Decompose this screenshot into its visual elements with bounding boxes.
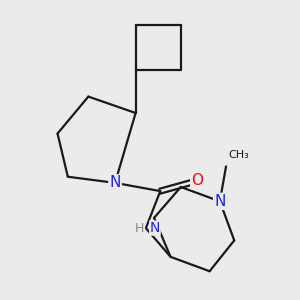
Text: N: N [110,176,121,190]
Text: H: H [135,222,144,235]
Text: N: N [150,221,160,235]
Text: CH₃: CH₃ [228,150,249,160]
Text: N: N [214,194,226,209]
Text: O: O [191,173,203,188]
